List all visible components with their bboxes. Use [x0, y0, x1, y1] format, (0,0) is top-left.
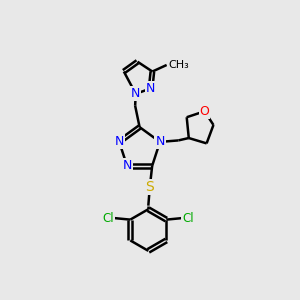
Text: N: N — [155, 135, 165, 148]
Text: S: S — [146, 180, 154, 194]
Text: CH₃: CH₃ — [168, 60, 189, 70]
Text: N: N — [122, 159, 132, 172]
Text: N: N — [146, 82, 155, 95]
Text: O: O — [200, 105, 209, 118]
Text: Cl: Cl — [103, 212, 114, 225]
Text: Cl: Cl — [182, 212, 194, 225]
Text: N: N — [115, 135, 124, 148]
Text: N: N — [131, 87, 140, 100]
